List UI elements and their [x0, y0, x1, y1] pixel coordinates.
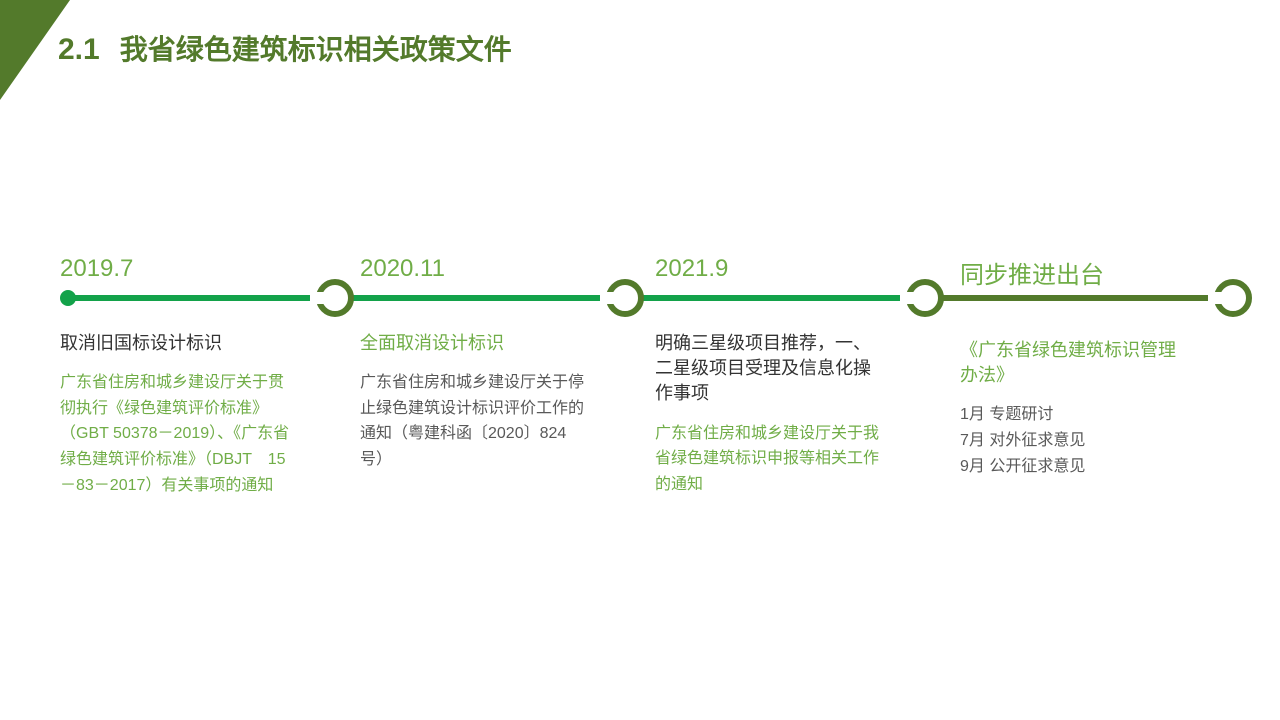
timeline-date: 同步推进出台	[960, 255, 1190, 290]
timeline-heading: 《广东省绿色建筑标识管理办法》	[960, 338, 1190, 388]
timeline-ring	[906, 279, 944, 317]
timeline-body: 1月 专题研讨 7月 对外征求意见 9月 公开征求意见	[960, 402, 1190, 479]
timeline-heading: 全面取消设计标识	[360, 331, 590, 356]
timeline-item: 2020.11 全面取消设计标识广东省住房和城乡建设厅关于停止绿色建筑设计标识评价…	[360, 255, 590, 473]
timeline-ring	[316, 279, 354, 317]
section-title: 我省绿色建筑标识相关政策文件	[120, 28, 512, 68]
timeline-date: 2020.11	[360, 255, 590, 283]
timeline-date: 2021.9	[655, 255, 885, 283]
timeline-body: 广东省住房和城乡建设厅关于停止绿色建筑设计标识评价工作的通知（粤建科函〔2020…	[360, 370, 590, 472]
timeline-body: 广东省住房和城乡建设厅关于我省绿色建筑标识申报等相关工作的通知	[655, 421, 885, 498]
timeline-heading: 取消旧国标设计标识	[60, 331, 290, 356]
timeline-item: 同步推进出台《广东省绿色建筑标识管理办法》 1月 专题研讨 7月 对外征求意见 9…	[960, 255, 1190, 479]
timeline-ring	[1214, 279, 1252, 317]
timeline-ring	[606, 279, 644, 317]
timeline-item: 2021.9 明确三星级项目推荐，一、二星级项目受理及信息化操作事项广东省住房和城…	[655, 255, 885, 497]
timeline-date: 2019.7	[60, 255, 290, 283]
timeline-heading: 明确三星级项目推荐，一、二星级项目受理及信息化操作事项	[655, 331, 885, 407]
timeline-body: 广东省住房和城乡建设厅关于贯彻执行《绿色建筑评价标准》（GBT 50378－20…	[60, 370, 290, 498]
timeline-item: 2019.7 取消旧国标设计标识广东省住房和城乡建设厅关于贯彻执行《绿色建筑评价标…	[60, 255, 290, 498]
section-number: 2.1	[58, 33, 100, 67]
slide-header: 2.1 我省绿色建筑标识相关政策文件	[58, 28, 512, 68]
